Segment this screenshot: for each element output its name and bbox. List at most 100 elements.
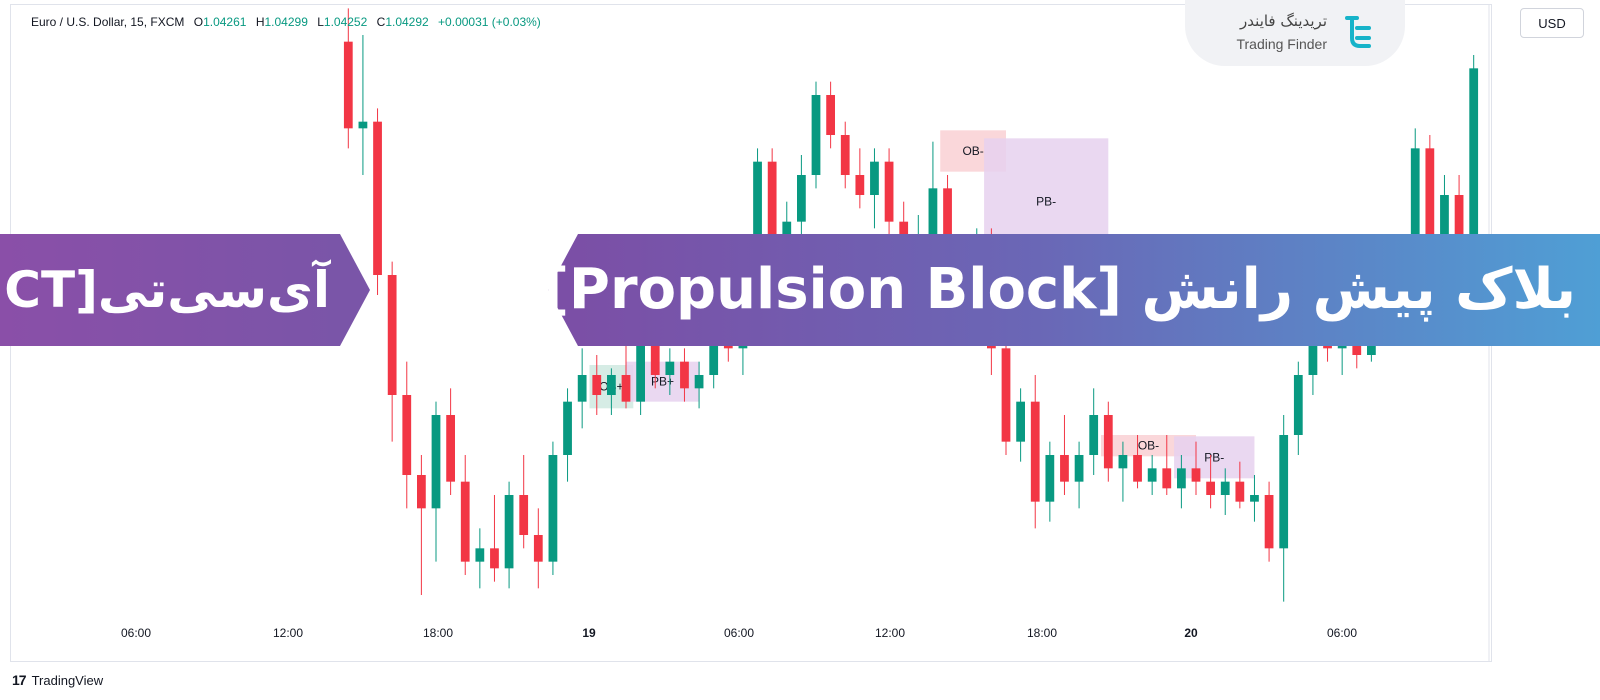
candle-body: [1206, 481, 1215, 495]
candle-body: [1220, 481, 1230, 495]
low-label: L: [317, 15, 324, 29]
candle-body: [1001, 348, 1011, 442]
candle-body: [943, 188, 952, 262]
candle-body: [884, 161, 894, 222]
banner-left: آی‌سی‌تی[ICT]: [0, 234, 370, 346]
high-value: 1.04299: [264, 15, 308, 29]
low-value: 1.04252: [323, 15, 368, 29]
candle-body: [577, 375, 587, 402]
change-value: +0.00031 (+0.03%): [438, 15, 541, 29]
candle-body: [1440, 195, 1449, 235]
banner-right: بلاک پیش رانش [Propulsion Block]: [543, 234, 1600, 346]
candle-body: [475, 548, 485, 562]
annotation-label: OB-: [1138, 439, 1159, 453]
candle-body: [1103, 415, 1113, 469]
candle-body: [1279, 435, 1289, 549]
candle-body: [402, 395, 412, 475]
candle-body: [680, 361, 689, 389]
candle-body: [797, 175, 806, 222]
open-label: O: [193, 15, 204, 29]
candle-body: [1410, 148, 1420, 269]
candle-body: [870, 161, 879, 195]
open-value: 1.04261: [203, 15, 247, 29]
candle-body: [1133, 455, 1142, 482]
x-tick-label: 18:00: [423, 626, 453, 640]
candle-body: [1177, 468, 1186, 489]
candle-body: [431, 415, 441, 509]
candle-body: [1045, 455, 1055, 502]
candle-body: [665, 361, 675, 375]
candle-body: [1030, 401, 1040, 502]
ohlc-header: Euro / U.S. Dollar, 15, FXCM O1.04261 H1…: [31, 15, 541, 29]
candle-body: [1089, 415, 1099, 455]
annotation-box-pbminus: [1174, 436, 1255, 479]
candle-body: [533, 535, 543, 562]
candle-body: [899, 221, 909, 242]
candle-body: [490, 548, 499, 569]
candle-body: [343, 41, 353, 129]
tradingview-label: TradingView: [31, 672, 104, 688]
candle-body: [1250, 495, 1259, 502]
banner-left-text: آی‌سی‌تی[ICT]: [0, 261, 330, 319]
annotation-label: OB-: [962, 144, 983, 158]
x-tick-label: 18:00: [1027, 626, 1057, 640]
candle-body: [709, 335, 719, 375]
x-tick-label: 20: [1184, 626, 1198, 640]
candle-body: [1264, 495, 1274, 549]
tradingview-icon: 17: [12, 672, 27, 688]
brand-name-fa: تریدینگ فایندر: [1240, 12, 1327, 30]
annotation-label: PB+: [651, 375, 674, 389]
candle-body: [1191, 468, 1201, 482]
candle-body: [826, 95, 835, 135]
candle-body: [1454, 195, 1464, 255]
x-tick-label: 06:00: [121, 626, 151, 640]
candle-body: [1469, 68, 1479, 255]
candle-body: [607, 375, 616, 395]
brand-name-en: Trading Finder: [1236, 36, 1327, 52]
candle-body: [1074, 455, 1084, 482]
candle-body: [373, 121, 382, 276]
candle-body: [548, 455, 558, 562]
candle-body: [811, 95, 821, 175]
candle-body: [592, 375, 602, 395]
candle-body: [446, 415, 455, 482]
candle-body: [358, 121, 368, 129]
annotation-label: PB-: [1204, 450, 1224, 464]
candle-body: [621, 375, 631, 402]
candle-body: [460, 481, 470, 562]
x-tick-label: 06:00: [1327, 626, 1357, 640]
close-label: C: [376, 15, 386, 29]
candle-body: [1425, 148, 1435, 235]
candle-body: [928, 188, 938, 235]
candle-body: [417, 475, 426, 509]
candle-body: [1162, 468, 1172, 489]
currency-button[interactable]: USD: [1520, 8, 1584, 38]
banner-right-text: بلاک پیش رانش [Propulsion Block]: [543, 257, 1576, 322]
candle-body: [1118, 455, 1128, 469]
candle-body: [504, 495, 514, 569]
candle-body: [563, 401, 572, 455]
high-label: H: [255, 15, 265, 29]
candle-body: [782, 221, 792, 242]
x-tick-label: 12:00: [875, 626, 905, 640]
annotation-box-obminus: [1101, 435, 1196, 457]
trading-finder-icon: [1345, 16, 1371, 48]
trading-finder-logo: تریدینگ فایندر Trading Finder: [1185, 0, 1405, 66]
close-value: 1.04292: [385, 15, 429, 29]
candle-body: [1235, 481, 1245, 502]
candle-body: [1060, 455, 1069, 482]
tradingview-logo[interactable]: 17 TradingView: [12, 672, 103, 688]
candle-body: [694, 375, 704, 389]
symbol-label: Euro / U.S. Dollar, 15, FXCM: [31, 15, 185, 29]
candle-body: [519, 495, 529, 535]
x-tick-label: 19: [582, 626, 596, 640]
candle-body: [840, 135, 850, 175]
annotation-label: PB-: [1036, 195, 1056, 209]
x-tick-label: 12:00: [273, 626, 303, 640]
candle-body: [767, 161, 777, 242]
candle-body: [1147, 468, 1157, 482]
x-tick-label: 06:00: [724, 626, 754, 640]
candle-body: [1016, 401, 1025, 442]
candle-body: [387, 275, 397, 395]
candle-body: [855, 175, 865, 195]
